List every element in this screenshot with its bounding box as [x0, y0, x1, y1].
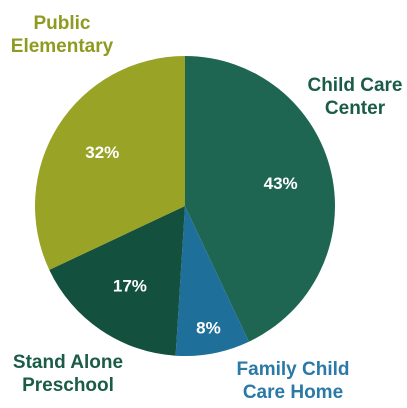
- value-label: 8%: [196, 318, 221, 337]
- category-label: Child Care Center: [307, 75, 403, 119]
- category-label: Stand Alone Preschool: [12, 352, 124, 396]
- value-label: 17%: [113, 277, 147, 296]
- value-label: 43%: [264, 174, 298, 193]
- category-label: Public Elementary: [10, 13, 114, 57]
- pie-slice: [34, 55, 186, 270]
- pie-slice: [49, 206, 186, 356]
- category-label: Family Child Care Home: [236, 359, 350, 403]
- value-label: 32%: [85, 143, 119, 162]
- pie-slice: [175, 206, 249, 357]
- pie-slice: [185, 56, 336, 342]
